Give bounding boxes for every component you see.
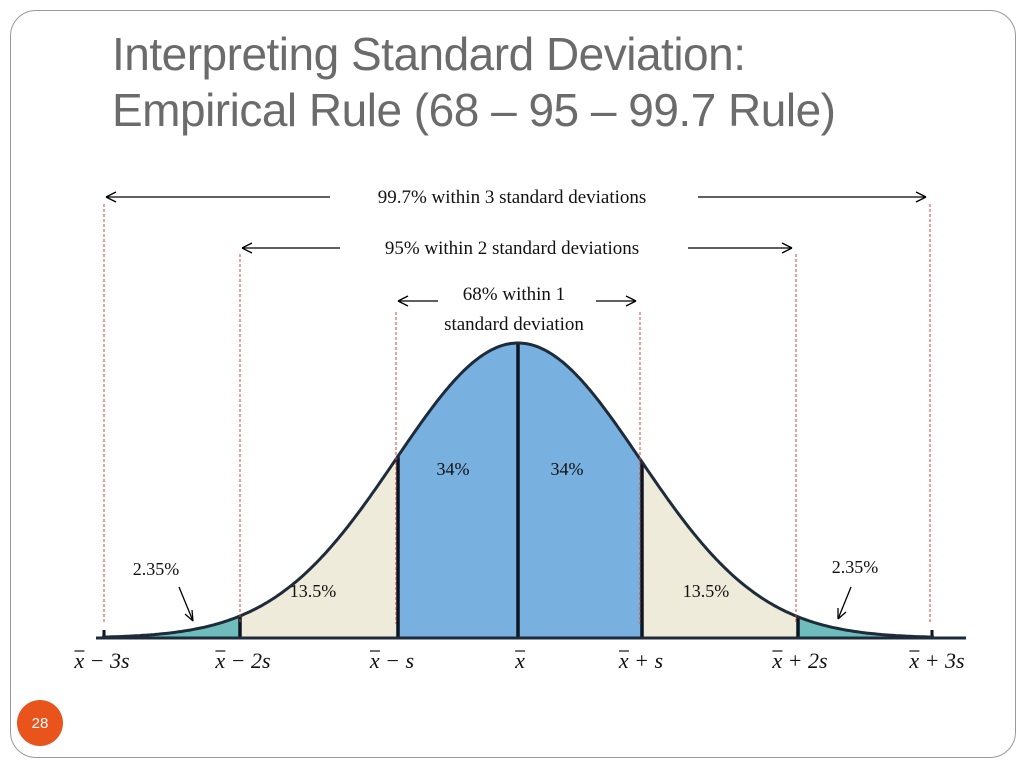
region-fill-right-tail	[798, 616, 932, 638]
two-sd-range: 95% within 2 standard deviations	[241, 238, 793, 259]
region-label-left-tail: 2.35%	[133, 559, 180, 579]
slide-title: Interpreting Standard Deviation: Empiric…	[112, 26, 972, 138]
region-fill-right-34	[518, 343, 642, 638]
three-sd-label: 99.7% within 3 standard deviations	[378, 187, 647, 208]
one-sd-range: 68% within 1 standard deviation	[397, 284, 637, 335]
slide-number-badge: 28	[17, 700, 63, 746]
region-fill-left-34	[398, 343, 518, 638]
region-label-left-13: 13.5%	[290, 581, 337, 601]
region-label-right-34: 34%	[551, 459, 584, 479]
axis-label: x + 2s	[771, 648, 827, 673]
axis-label: x − 3s	[73, 648, 129, 673]
guide-lines	[103, 204, 931, 624]
region-label-left-34: 34%	[437, 459, 470, 479]
three-sd-range: 99.7% within 3 standard deviations	[105, 187, 927, 208]
axis-label: x − 2s	[214, 648, 270, 673]
axis-label: x	[514, 648, 525, 673]
axis-label: x − s	[369, 648, 414, 673]
two-sd-label: 95% within 2 standard deviations	[385, 238, 639, 259]
region-fill-left-tail	[104, 616, 240, 638]
sd-dividers	[102, 343, 934, 638]
region-label-right-tail: 2.35%	[832, 557, 879, 577]
region-fill-left-13	[240, 456, 398, 638]
one-sd-label-line-1: 68% within 1	[463, 284, 565, 305]
axis-label: x + 3s	[908, 648, 964, 673]
title-line-2: Empirical Rule (68 – 95 – 99.7 Rule)	[112, 84, 836, 136]
left-tail-pointer	[178, 586, 194, 622]
one-sd-label-line-2: standard deviation	[444, 314, 584, 335]
region-label-right-13: 13.5%	[683, 581, 730, 601]
title-line-1: Interpreting Standard Deviation:	[112, 28, 746, 80]
slide-number: 28	[31, 714, 49, 732]
bell-curve	[102, 341, 934, 639]
axis-labels: x − 3s x − 2s x − s x x + s x + 2s x + 3s	[73, 648, 964, 673]
region-fills	[104, 343, 932, 638]
right-tail-pointer	[837, 586, 852, 620]
region-fill-right-13	[642, 462, 798, 638]
axis-label: x + s	[618, 648, 663, 673]
